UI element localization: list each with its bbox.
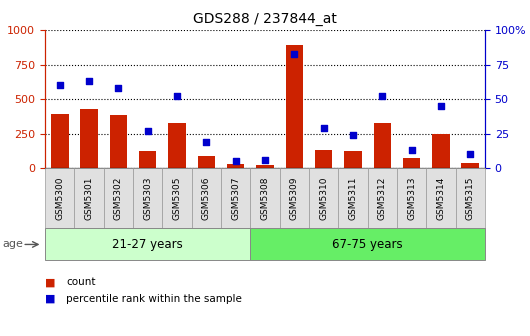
Text: GSM5305: GSM5305: [173, 176, 181, 220]
Point: [114, 85, 122, 91]
Text: GSM5307: GSM5307: [231, 176, 240, 220]
Bar: [168, 123, 186, 168]
Text: age: age: [3, 240, 23, 249]
Point: [85, 79, 93, 84]
Text: GSM5315: GSM5315: [466, 176, 475, 220]
Bar: [256, 165, 274, 168]
Bar: [198, 156, 215, 168]
Text: GSM5300: GSM5300: [55, 176, 64, 220]
Point: [349, 132, 357, 138]
Point: [56, 83, 64, 88]
Text: GSM5311: GSM5311: [349, 176, 357, 220]
Bar: [80, 109, 98, 168]
Text: percentile rank within the sample: percentile rank within the sample: [66, 294, 242, 304]
Text: GSM5301: GSM5301: [85, 176, 93, 220]
Bar: [403, 158, 420, 168]
Text: GSM5310: GSM5310: [319, 176, 328, 220]
Text: GSM5302: GSM5302: [114, 176, 123, 220]
Text: ■: ■: [45, 294, 56, 304]
Text: GDS288 / 237844_at: GDS288 / 237844_at: [193, 12, 337, 26]
Point: [202, 139, 210, 144]
Point: [173, 94, 181, 99]
Point: [466, 152, 474, 157]
Text: 21-27 years: 21-27 years: [112, 238, 183, 251]
Bar: [139, 152, 156, 168]
Text: GSM5308: GSM5308: [261, 176, 269, 220]
Text: GSM5309: GSM5309: [290, 176, 299, 220]
Bar: [374, 123, 391, 168]
Text: GSM5314: GSM5314: [437, 176, 445, 220]
Text: GSM5313: GSM5313: [407, 176, 416, 220]
Text: count: count: [66, 277, 96, 287]
Bar: [110, 115, 127, 168]
Bar: [227, 164, 244, 168]
Point: [437, 103, 445, 109]
Bar: [344, 152, 362, 168]
Point: [290, 51, 298, 56]
Bar: [286, 45, 303, 168]
Point: [320, 125, 328, 131]
Point: [408, 148, 416, 153]
Bar: [51, 114, 68, 168]
Point: [232, 159, 240, 164]
Text: 67-75 years: 67-75 years: [332, 238, 403, 251]
Bar: [432, 134, 450, 168]
Bar: [315, 150, 332, 168]
Point: [378, 94, 386, 99]
Text: GSM5306: GSM5306: [202, 176, 211, 220]
Text: GSM5303: GSM5303: [143, 176, 152, 220]
Text: ■: ■: [45, 277, 56, 287]
Point: [261, 157, 269, 162]
Point: [144, 128, 152, 133]
Bar: [462, 163, 479, 168]
Text: GSM5312: GSM5312: [378, 176, 387, 220]
